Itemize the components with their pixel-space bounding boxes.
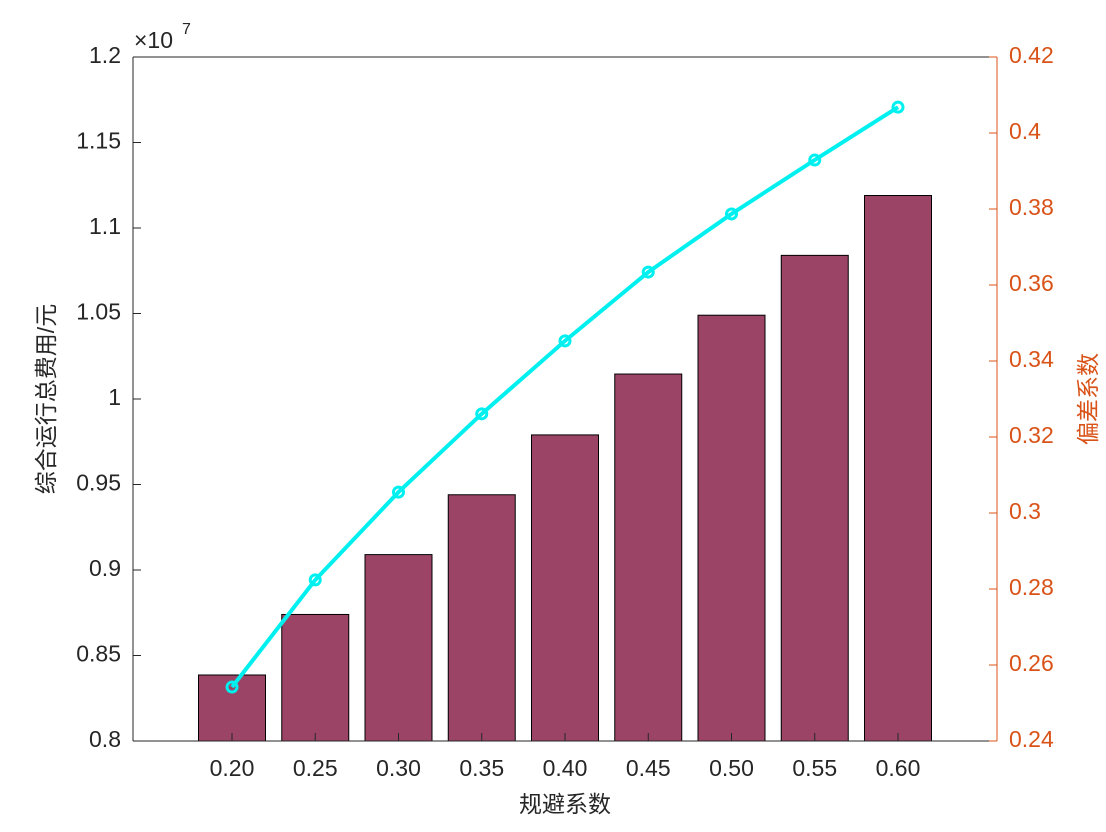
bar	[614, 373, 683, 742]
x-tick-label: 0.55	[792, 755, 837, 781]
y2-tick-label: 0.28	[1009, 574, 1054, 600]
x-tick-label: 0.50	[709, 755, 754, 781]
y2-tick-label: 0.38	[1009, 194, 1054, 220]
bar	[364, 554, 433, 742]
y-axis-label: 综合运行总费用/元	[33, 304, 59, 494]
bar	[864, 195, 932, 742]
y-tick-label: 0.9	[89, 555, 121, 581]
y2-tick-label: 0.42	[1009, 42, 1054, 68]
y-tick-label: 0.85	[76, 641, 121, 667]
marker	[641, 265, 655, 279]
x-tick-label: 0.60	[876, 755, 921, 781]
y2-tick-label: 0.3	[1009, 498, 1041, 524]
x-axis-label: 规避系数	[519, 791, 611, 817]
y-tick-label: 1.2	[89, 42, 121, 68]
y2-tick-label: 0.34	[1009, 346, 1054, 372]
x-tick-label: 0.45	[626, 755, 671, 781]
bar	[697, 314, 766, 742]
marker	[891, 100, 905, 114]
marker	[558, 334, 572, 348]
x-tick-label: 0.30	[376, 755, 421, 781]
y2-axis-label: 偏差系数	[1075, 353, 1101, 445]
line	[230, 105, 900, 689]
y-tick-label: 1.15	[76, 128, 121, 154]
x-tick-label: 0.40	[543, 755, 588, 781]
marker	[475, 407, 489, 421]
bar	[780, 254, 849, 742]
x-tick-label: 0.20	[210, 755, 255, 781]
x-tick-label: 0.25	[293, 755, 338, 781]
bar	[281, 613, 350, 742]
marker	[308, 573, 322, 587]
marker	[725, 207, 738, 221]
y-tick-label: 1	[108, 384, 121, 410]
marker	[392, 485, 405, 499]
y-tick-label: 1.05	[76, 299, 121, 325]
y2-tick-label: 0.24	[1009, 726, 1054, 752]
y-tick-label: 0.8	[89, 726, 121, 752]
bar	[531, 434, 599, 742]
y-multiplier-exponent: 7	[182, 21, 191, 38]
y2-tick-label: 0.36	[1009, 270, 1054, 296]
y-tick-label: 0.95	[76, 470, 121, 496]
marker	[225, 680, 239, 694]
y2-tick-label: 0.4	[1009, 118, 1041, 144]
y-tick-label: 1.1	[89, 213, 121, 239]
bar	[447, 494, 516, 742]
y2-tick-label: 0.32	[1009, 422, 1054, 448]
y-multiplier: ×10	[134, 27, 173, 53]
y2-tick-label: 0.26	[1009, 650, 1054, 676]
marker	[808, 153, 822, 167]
x-tick-label: 0.35	[459, 755, 504, 781]
